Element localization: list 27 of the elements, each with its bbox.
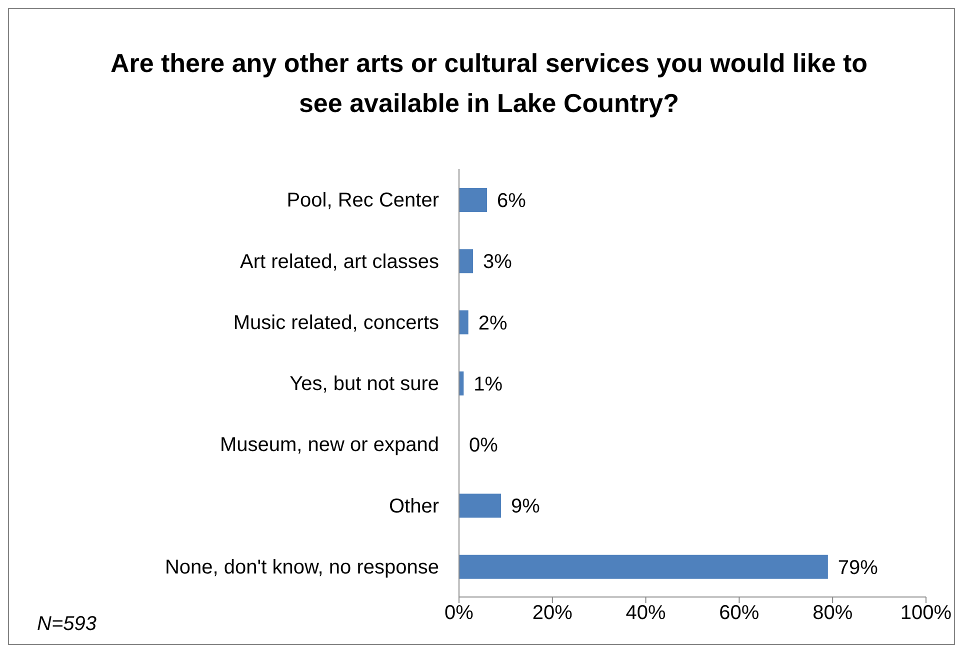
y-tick-label: Art related, art classes [240,250,439,273]
x-tick-label: 60% [719,602,760,624]
y-tick-label: Pool, Rec Center [286,190,440,212]
x-tick-label: 20% [532,602,573,624]
y-tick-label: Yes, but not sure [290,373,439,396]
data-label: 9% [511,496,540,518]
data-label: 1% [474,373,503,396]
y-tick-label: Museum, new or expand [220,434,439,456]
x-tick-label: 80% [812,602,853,624]
bar [459,188,488,212]
y-tick-label: Other [388,495,440,518]
bar [459,310,468,334]
data-label: 3% [483,251,512,274]
data-label: 79% [838,556,878,579]
data-label: 0% [469,434,498,457]
chart-title: Are there any other arts or cultural services you would like to see available in Lake Country? [109,47,869,120]
y-tick-label: Music related, concerts [233,312,439,334]
x-tick-label: 0% [444,602,474,624]
data-label: 2% [478,312,508,334]
x-tick-label: 100% [900,602,952,624]
bar [459,554,828,579]
text: N=593 [37,613,96,636]
y-tick-label: None, don't know, no response [164,556,439,579]
x-tick-label: 40% [626,602,666,624]
data-label: 6% [497,190,526,212]
bar [459,249,474,274]
bar [459,494,502,518]
